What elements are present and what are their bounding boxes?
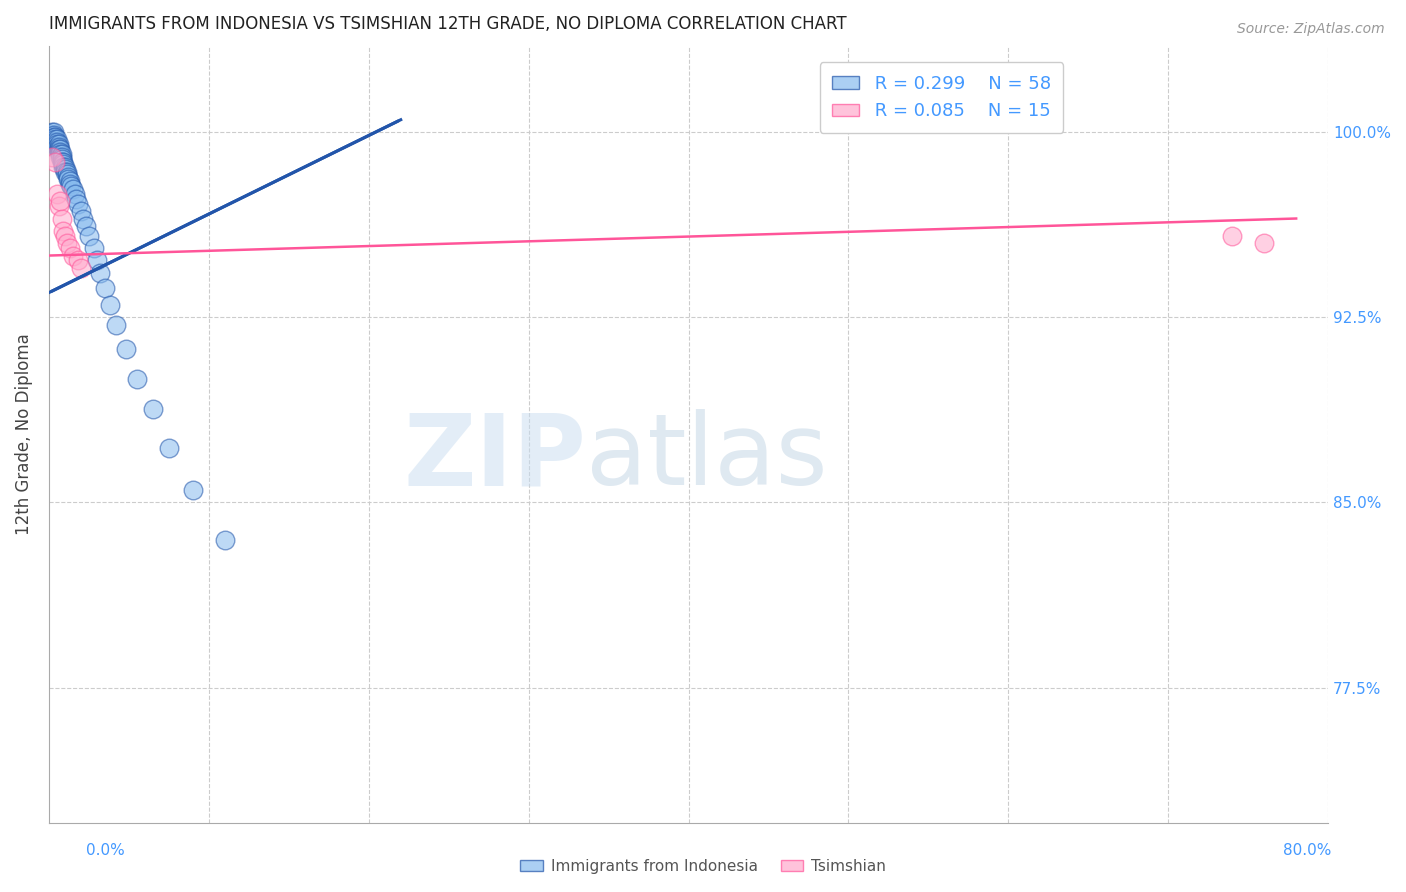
Point [49, 145, 72, 159]
Point [52, 157, 75, 171]
Point [44, 154, 66, 169]
Point [52, 154, 75, 169]
Point [66, 253, 89, 268]
Point [52, 160, 75, 174]
Point [1220, 228, 1243, 243]
Point [56, 172, 79, 186]
Point [55, 167, 77, 181]
Point [65, 192, 87, 206]
Point [48, 137, 70, 152]
Point [44, 135, 66, 149]
Point [62, 182, 84, 196]
Point [41, 150, 63, 164]
Text: Source: ZipAtlas.com: Source: ZipAtlas.com [1237, 22, 1385, 37]
Point [53, 162, 76, 177]
Point [70, 260, 93, 275]
Point [60, 179, 83, 194]
Point [55, 236, 77, 251]
Point [105, 318, 128, 332]
Point [59, 174, 82, 188]
Point [41, 125, 63, 139]
Point [49, 150, 72, 164]
Point [46, 132, 69, 146]
Point [51, 211, 73, 226]
Point [66, 196, 89, 211]
Point [72, 211, 94, 226]
Point [53, 164, 76, 178]
Text: 0.0%: 0.0% [86, 843, 125, 858]
Point [59, 241, 82, 255]
Point [89, 266, 111, 280]
Point [48, 140, 70, 154]
Point [75, 219, 97, 233]
Point [46, 186, 69, 201]
Point [94, 280, 117, 294]
Point [51, 150, 73, 164]
Point [98, 298, 121, 312]
Point [48, 145, 70, 159]
Point [41, 128, 63, 142]
Legend:  R = 0.299    N = 58,  R = 0.085    N = 15: R = 0.299 N = 58, R = 0.085 N = 15 [820, 62, 1063, 133]
Point [181, 483, 204, 497]
Point [70, 204, 93, 219]
Point [142, 401, 165, 416]
Point [42, 128, 65, 142]
Point [46, 135, 69, 149]
Point [46, 137, 69, 152]
Point [49, 194, 72, 209]
Text: 80.0%: 80.0% [1284, 843, 1331, 858]
Point [62, 248, 84, 262]
Point [46, 140, 69, 154]
Point [51, 153, 73, 167]
Point [59, 177, 82, 191]
Point [44, 130, 66, 145]
Text: atlas: atlas [586, 409, 828, 507]
Point [39, 130, 62, 145]
Point [52, 224, 75, 238]
Point [214, 533, 236, 547]
Point [157, 441, 180, 455]
Point [83, 241, 105, 255]
Point [51, 147, 73, 161]
Y-axis label: 12th Grade, No Diploma: 12th Grade, No Diploma [15, 334, 32, 535]
Point [77, 228, 100, 243]
Point [42, 125, 65, 139]
Point [55, 164, 77, 178]
Point [53, 228, 76, 243]
Point [44, 132, 66, 146]
Point [86, 253, 108, 268]
Point [49, 142, 72, 156]
Text: ZIP: ZIP [404, 409, 586, 507]
Point [48, 142, 70, 156]
Point [53, 160, 76, 174]
Point [49, 147, 72, 161]
Legend: Immigrants from Indonesia, Tsimshian: Immigrants from Indonesia, Tsimshian [515, 853, 891, 880]
Point [125, 372, 148, 386]
Point [1253, 236, 1275, 251]
Point [51, 154, 73, 169]
Point [48, 199, 70, 213]
Point [56, 169, 79, 184]
Text: IMMIGRANTS FROM INDONESIA VS TSIMSHIAN 12TH GRADE, NO DIPLOMA CORRELATION CHART: IMMIGRANTS FROM INDONESIA VS TSIMSHIAN 1… [49, 15, 846, 33]
Point [63, 186, 86, 201]
Point [42, 130, 65, 145]
Point [114, 343, 136, 357]
